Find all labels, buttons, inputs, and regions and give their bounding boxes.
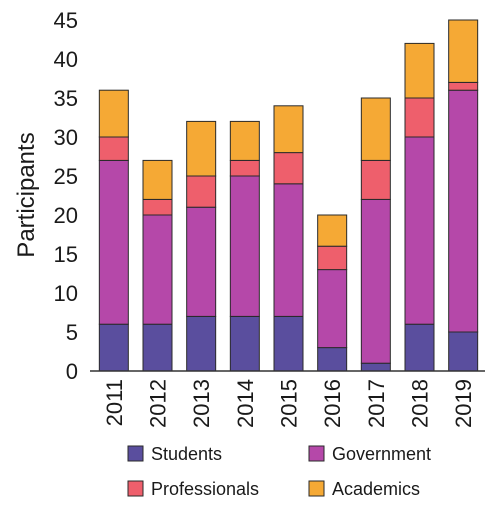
- bar-segment-professionals: [360, 159, 391, 200]
- bar-segment-academics: [98, 89, 129, 138]
- bar-segment-professionals: [404, 97, 435, 138]
- x-tick-label: 2014: [233, 379, 258, 428]
- bar-segment-government: [142, 214, 173, 325]
- bar-segment-academics: [186, 120, 217, 177]
- bar-segment-professionals: [273, 152, 304, 185]
- legend-swatch-students: [127, 445, 144, 462]
- y-tick-label: 10: [54, 281, 78, 306]
- bar-segment-students: [186, 315, 217, 372]
- bar-segment-professionals: [448, 81, 479, 91]
- bar-segment-government: [98, 159, 129, 325]
- x-tick-label: 2019: [451, 379, 476, 428]
- legend-label-government: Government: [332, 444, 431, 464]
- bar-segment-professionals: [98, 136, 129, 161]
- bar-segment-academics: [229, 120, 260, 161]
- x-tick-label: 2018: [408, 379, 433, 428]
- bar-segment-academics: [404, 42, 435, 99]
- bar-segment-academics: [317, 214, 348, 247]
- y-axis-ticks: 0 5 10 15 20 25 30 35 40 45: [54, 8, 78, 384]
- y-tick-label: 0: [66, 359, 78, 384]
- x-tick-label: 2016: [320, 379, 345, 428]
- y-axis-title: Participants: [13, 132, 40, 257]
- y-tick-label: 30: [54, 125, 78, 150]
- x-tick-label: 2015: [277, 379, 302, 428]
- bar-segment-government: [360, 198, 391, 364]
- bar-segment-academics: [360, 97, 391, 161]
- legend: Students Government Professionals Academics: [127, 444, 431, 499]
- bar-segment-government: [273, 183, 304, 317]
- bar-segment-academics: [448, 19, 479, 83]
- bar-segment-professionals: [317, 245, 348, 271]
- x-axis-labels: 2011 2012 2013 2014 2015 2016 2017 2018 2019: [102, 379, 476, 428]
- bar-segment-students: [360, 362, 391, 372]
- bar-segment-government: [404, 136, 435, 325]
- y-tick-label: 25: [54, 164, 78, 189]
- bar-segment-students: [273, 315, 304, 372]
- bar-segment-academics: [273, 105, 304, 154]
- bar-segment-government: [186, 206, 217, 317]
- y-tick-label: 45: [54, 8, 78, 33]
- bar-segment-academics: [142, 159, 173, 200]
- bar-segment-students: [317, 347, 348, 372]
- legend-swatch-academics: [308, 480, 325, 497]
- bar-segment-students: [98, 323, 129, 372]
- legend-swatch-professionals: [127, 480, 144, 497]
- bar-segment-professionals: [186, 175, 217, 208]
- y-tick-label: 5: [66, 320, 78, 345]
- legend-label-academics: Academics: [332, 479, 420, 499]
- bar-group: [98, 19, 479, 372]
- y-tick-label: 20: [54, 203, 78, 228]
- bar-segment-government: [229, 175, 260, 317]
- bar-segment-government: [317, 269, 348, 349]
- bar-segment-professionals: [142, 198, 173, 216]
- x-tick-label: 2017: [364, 379, 389, 428]
- x-tick-label: 2013: [189, 379, 214, 428]
- x-tick-label: 2011: [102, 379, 127, 426]
- bar-segment-students: [142, 323, 173, 372]
- bar-segment-professionals: [229, 159, 260, 177]
- x-tick-label: 2012: [146, 379, 171, 428]
- y-tick-label: 15: [54, 242, 78, 267]
- legend-label-professionals: Professionals: [151, 479, 259, 499]
- legend-label-students: Students: [151, 444, 222, 464]
- legend-swatch-government: [308, 445, 325, 462]
- y-tick-label: 40: [54, 47, 78, 72]
- bar-segment-students: [448, 331, 479, 372]
- bar-segment-government: [448, 89, 479, 333]
- bar-segment-students: [404, 323, 435, 372]
- bar-segment-students: [229, 315, 260, 372]
- y-tick-label: 35: [54, 86, 78, 111]
